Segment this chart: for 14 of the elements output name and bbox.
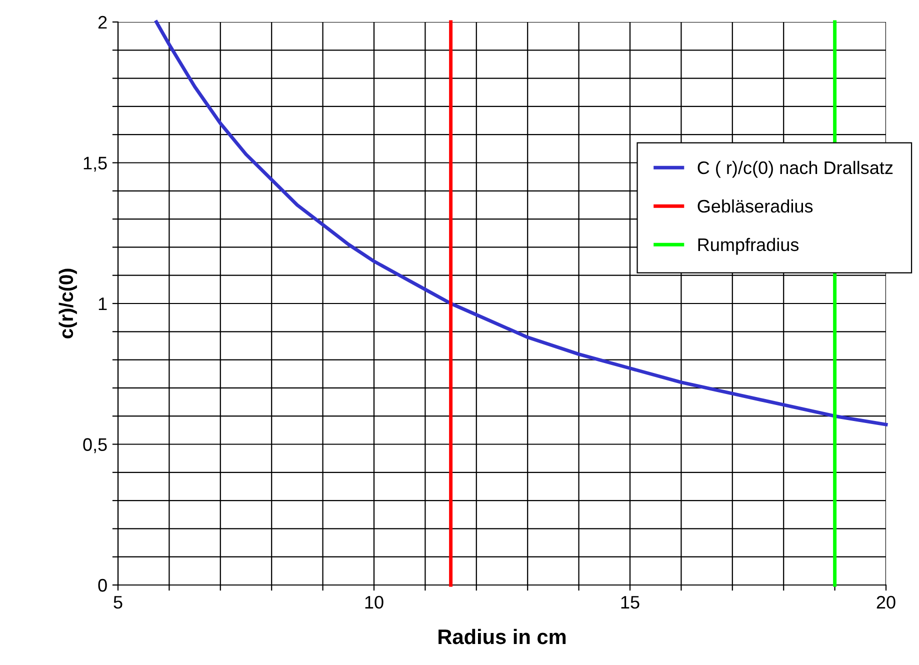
x-axis-title: Radius in cm: [438, 628, 566, 644]
legend-label: Gebläseradius: [698, 199, 813, 213]
y-tick-label: 1,5: [84, 156, 107, 172]
y-axis-title: c(r)/c(0): [58, 268, 77, 338]
legend-label: C ( r)/c(0) nach Drallsatz: [698, 160, 893, 178]
x-tick-label: 5: [114, 596, 122, 609]
legend-label: Rumpfradius: [698, 238, 799, 255]
y-tick-label: 0,5: [83, 438, 107, 454]
y-tick-label: 0: [98, 578, 107, 592]
x-tick-label: 10: [365, 596, 384, 609]
x-tick-label: 20: [876, 596, 896, 609]
y-tick-label: 1: [98, 298, 107, 310]
y-tick-label: 2: [98, 16, 107, 29]
x-tick-label: 15: [621, 596, 640, 609]
